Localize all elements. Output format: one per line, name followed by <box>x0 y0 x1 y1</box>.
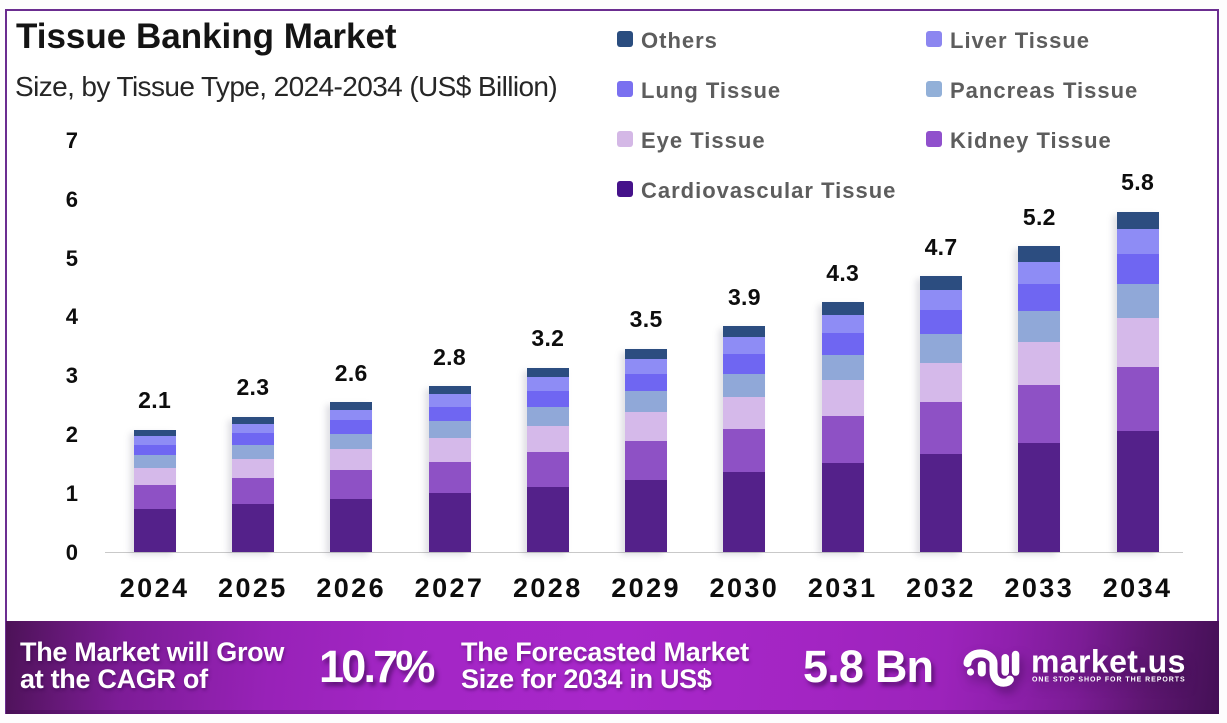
svg-text:market.us: market.us <box>1031 644 1186 680</box>
svg-text:ONE STOP SHOP FOR THE REPORTS: ONE STOP SHOP FOR THE REPORTS <box>1032 677 1186 684</box>
